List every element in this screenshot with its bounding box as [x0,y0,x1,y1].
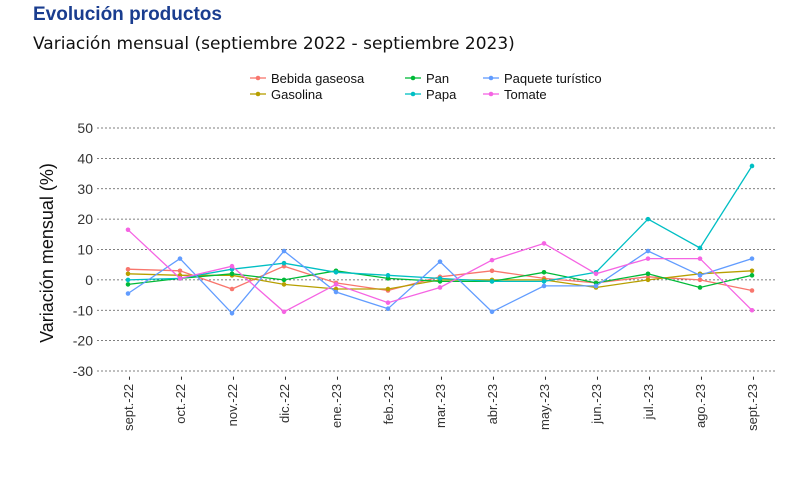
data-point [697,256,703,261]
data-point [177,276,183,281]
data-point [333,282,339,287]
legend-label: Pan [426,71,449,86]
data-point [229,263,235,269]
data-point [125,271,131,277]
y-tick-label: 10 [77,242,93,258]
legend-label: Papa [426,87,457,102]
x-tick-label: nov.-22 - [225,376,240,426]
legend-label: Bebida gaseosa [271,71,365,86]
data-point [281,248,287,254]
data-point [281,277,287,283]
data-point [229,286,235,292]
data-point [385,273,391,278]
legend-key-dot [410,75,416,81]
data-point [749,163,755,169]
x-tick-label: ago.-23 - [693,376,708,428]
data-point [385,306,391,312]
data-point [541,283,547,289]
y-axis: 50 40 30 20 10 0 -10 -20 -30 [73,120,93,379]
data-point [645,256,651,261]
data-point [749,268,755,274]
data-point [749,256,755,261]
data-point [229,271,235,277]
chart-title: Evolución productos [33,4,222,25]
data-point [645,271,651,277]
data-point [281,309,287,315]
x-tick-label: may.-23 - [537,376,552,430]
data-point [385,300,391,305]
y-tick-label: 0 [85,272,93,288]
y-tick-label: 30 [77,181,93,197]
data-point [125,282,131,287]
data-point [697,285,703,290]
y-tick-label: 40 [77,150,93,166]
data-point [437,285,443,290]
data-point [125,277,131,283]
y-axis-label: Variación mensual (%) [37,163,57,343]
data-point [541,279,547,284]
data-point [645,216,651,222]
x-tick-label: jun.-23 - [589,376,604,425]
data-point [697,273,703,278]
data-point [281,282,287,287]
y-tick-label: -20 [73,333,93,349]
data-point [489,257,495,263]
x-tick-label: jul.-23 - [641,376,656,420]
legend-key-dot [255,75,261,81]
x-tick-label: sept.-23 - [745,376,760,431]
series-line [127,165,753,283]
data-point [177,268,183,274]
y-tick-label: 50 [77,120,93,136]
x-tick-label: dic.-22 - [277,376,292,423]
data-point [541,269,547,275]
legend-key-dot [410,91,416,97]
data-point [697,245,703,251]
legend-key-dot [488,91,494,97]
data-point [125,266,131,272]
y-tick-label: 20 [77,211,93,227]
x-axis: sept.-22 - oct.-22 - nov.-22 - dic.-22 - ene… [121,376,760,431]
data-point [125,227,131,233]
x-tick-label: feb.-23 - [381,376,396,424]
data-point [333,269,339,275]
legend-label: Paquete turístico [504,71,602,86]
legend-key-dot [488,75,494,81]
legend-label: Gasolina [271,87,323,102]
x-tick-label: abr.-23 - [485,376,500,424]
data-point [125,291,131,296]
y-tick-label: -10 [73,302,93,318]
legend-label: Tomate [504,87,547,102]
data-point [593,271,599,277]
series-group [125,163,755,316]
data-point [697,277,703,283]
data-point [645,248,651,254]
data-point [749,307,755,313]
x-tick-label: sept.-22 - [121,376,136,431]
data-point [437,259,443,264]
data-point [437,276,443,281]
x-tick-label: oct.-22 - [173,376,188,424]
data-point [229,310,235,316]
data-point [281,260,287,266]
x-tick-label: ene.-23 - [329,376,344,428]
data-point [749,273,755,278]
data-point [177,256,183,261]
legend-key-dot [255,91,261,97]
data-point [333,289,339,295]
data-point [749,288,755,293]
data-point [489,279,495,284]
data-point [489,268,495,274]
grid-lines [97,127,775,372]
chart-subtitle: Variación mensual (septiembre 2022 - sep… [33,34,515,54]
x-tick-label: mar.-23 - [433,376,448,428]
data-point [645,277,651,283]
data-point [489,309,495,315]
data-point [541,241,547,246]
y-tick-label: -30 [73,363,93,379]
data-point [385,286,391,292]
data-point [593,283,599,289]
